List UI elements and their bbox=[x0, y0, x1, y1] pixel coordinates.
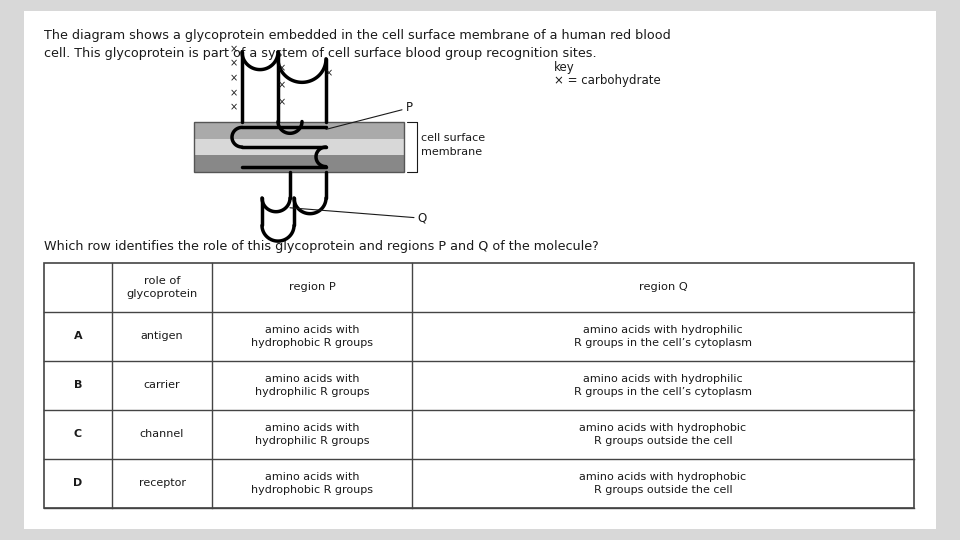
Bar bbox=[44, 262, 914, 508]
Text: antigen: antigen bbox=[141, 331, 183, 341]
Bar bbox=[194, 155, 404, 172]
Text: The diagram shows a glycoprotein embedded in the cell surface membrane of a huma: The diagram shows a glycoprotein embedde… bbox=[44, 29, 671, 60]
Text: region P: region P bbox=[289, 282, 335, 292]
Text: amino acids with
hydrophobic R groups: amino acids with hydrophobic R groups bbox=[251, 325, 373, 348]
Text: B: B bbox=[74, 380, 83, 390]
Text: amino acids with
hydrophilic R groups: amino acids with hydrophilic R groups bbox=[254, 423, 370, 445]
Text: role of
glycoprotein: role of glycoprotein bbox=[127, 275, 198, 299]
Text: amino acids with
hydrophobic R groups: amino acids with hydrophobic R groups bbox=[251, 472, 373, 495]
Text: A: A bbox=[74, 331, 83, 341]
Text: ×: × bbox=[278, 97, 286, 107]
Text: receptor: receptor bbox=[138, 478, 185, 488]
Text: ×: × bbox=[230, 44, 238, 54]
Text: D: D bbox=[73, 478, 83, 488]
Text: ×: × bbox=[230, 103, 238, 113]
Text: ×: × bbox=[230, 88, 238, 98]
Text: amino acids with hydrophobic
R groups outside the cell: amino acids with hydrophobic R groups ou… bbox=[580, 423, 747, 445]
Text: amino acids with hydrophilic
R groups in the cell’s cytoplasm: amino acids with hydrophilic R groups in… bbox=[574, 325, 752, 348]
Bar bbox=[194, 139, 404, 155]
Text: carrier: carrier bbox=[144, 380, 180, 390]
Text: key: key bbox=[554, 61, 575, 74]
Text: channel: channel bbox=[140, 429, 184, 439]
Text: ×: × bbox=[278, 64, 286, 73]
Bar bbox=[194, 122, 404, 172]
Text: ×: × bbox=[230, 73, 238, 83]
Text: cell surface
membrane: cell surface membrane bbox=[421, 133, 485, 157]
Text: region Q: region Q bbox=[638, 282, 687, 292]
Text: Q: Q bbox=[417, 211, 426, 224]
Text: amino acids with hydrophilic
R groups in the cell’s cytoplasm: amino acids with hydrophilic R groups in… bbox=[574, 374, 752, 396]
Text: ×: × bbox=[230, 59, 238, 69]
Text: amino acids with
hydrophilic R groups: amino acids with hydrophilic R groups bbox=[254, 374, 370, 396]
Text: × = carbohydrate: × = carbohydrate bbox=[554, 73, 660, 86]
Bar bbox=[194, 122, 404, 139]
Text: amino acids with hydrophobic
R groups outside the cell: amino acids with hydrophobic R groups ou… bbox=[580, 472, 747, 495]
Text: ×: × bbox=[278, 80, 286, 90]
Text: Which row identifies the role of this glycoprotein and regions P and Q of the mo: Which row identifies the role of this gl… bbox=[44, 240, 599, 253]
Text: P: P bbox=[406, 102, 413, 114]
Text: C: C bbox=[74, 429, 82, 439]
Text: ×: × bbox=[324, 69, 333, 78]
